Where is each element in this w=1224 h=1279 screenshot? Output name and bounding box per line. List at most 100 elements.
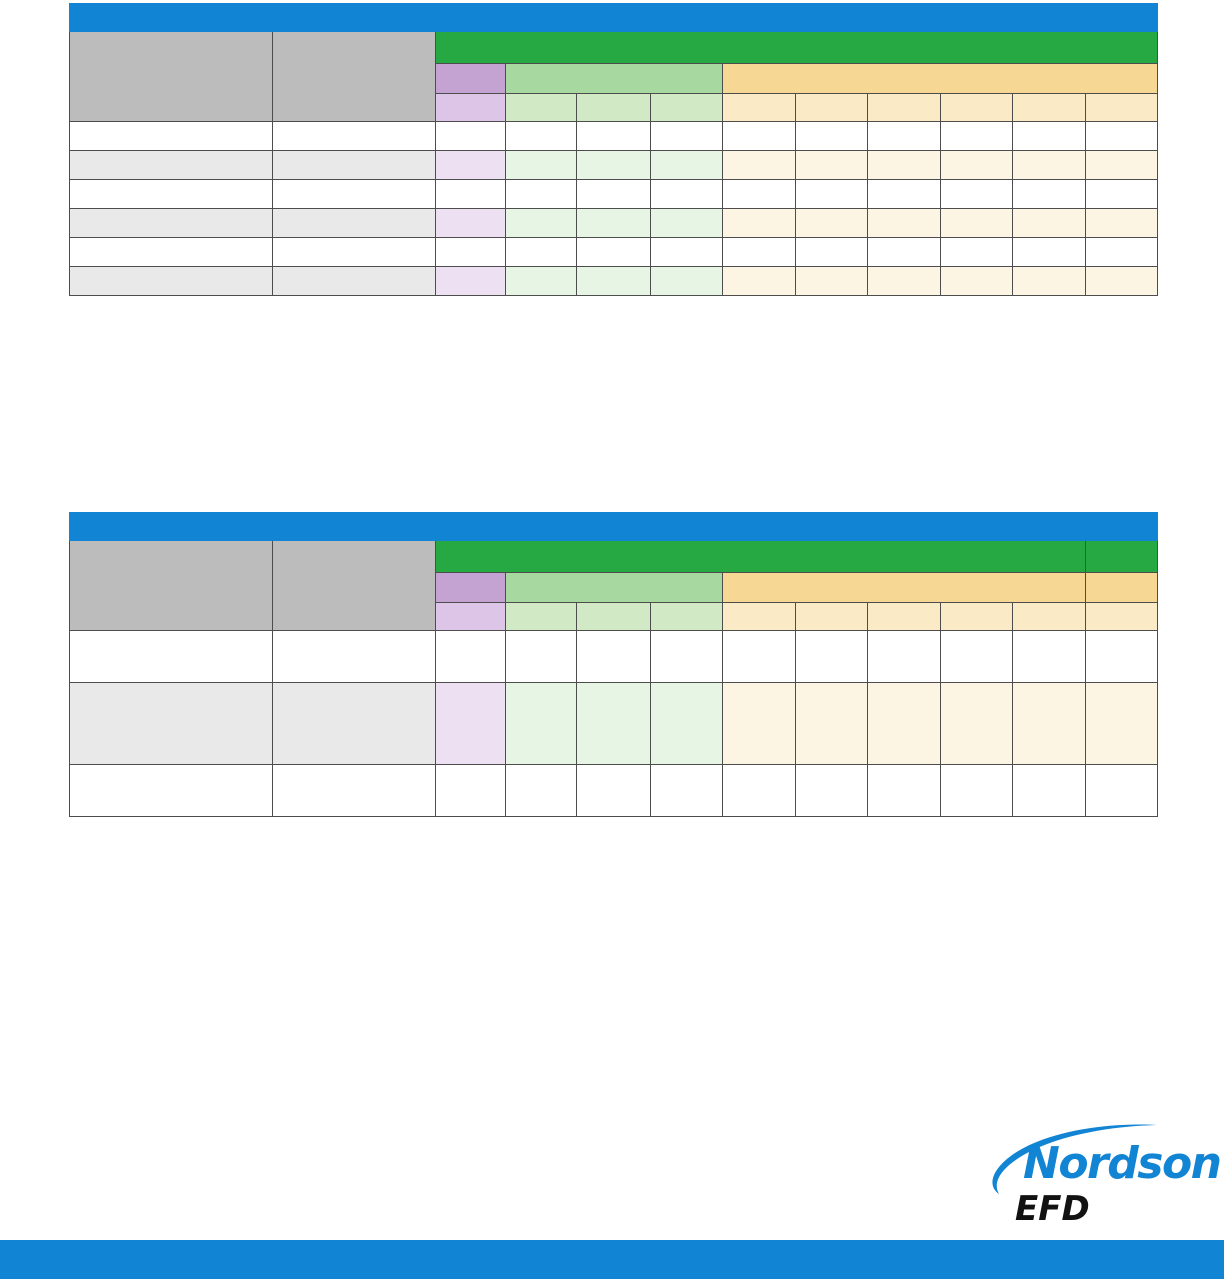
cell-spec-2 <box>505 179 578 209</box>
table-row <box>68 764 1159 817</box>
cell-name <box>68 237 274 267</box>
specification-table-2 <box>68 512 1159 817</box>
cell-spec-9 <box>1011 208 1086 238</box>
cell-name <box>68 179 274 209</box>
table-1-group-header-purple <box>435 63 507 94</box>
table-row <box>68 150 1159 180</box>
cell-spec-8 <box>939 121 1013 151</box>
table-row <box>68 630 1159 683</box>
cell-desc <box>272 630 437 683</box>
table-2-col-header-primary <box>68 540 274 631</box>
cell-spec-5 <box>721 682 796 765</box>
cell-spec-5 <box>721 266 796 296</box>
cell-spec-5 <box>721 237 796 267</box>
cell-spec-1 <box>435 150 507 180</box>
cell-spec-2 <box>505 266 578 296</box>
cell-spec-6 <box>794 266 868 296</box>
cell-spec-4 <box>649 630 723 683</box>
cell-spec-7 <box>866 630 941 683</box>
table-2-group-header-orange-last <box>1084 572 1159 603</box>
table-2-header-row-2 <box>70 572 1159 603</box>
cell-spec-10 <box>1084 150 1159 180</box>
table-2-subheader-2 <box>505 602 578 631</box>
table-2-subheader-5 <box>721 602 796 631</box>
cell-spec-9 <box>1011 179 1086 209</box>
table-2-group-header-green-last <box>1084 540 1159 573</box>
cell-spec-3 <box>576 630 651 683</box>
cell-spec-10 <box>1084 630 1159 683</box>
table-2-title <box>69 512 1158 541</box>
cell-spec-1 <box>435 121 507 151</box>
cell-spec-5 <box>721 208 796 238</box>
cell-spec-1 <box>435 266 507 296</box>
cell-spec-10 <box>1084 179 1159 209</box>
cell-spec-7 <box>866 266 941 296</box>
cell-spec-6 <box>794 237 868 267</box>
cell-spec-7 <box>866 121 941 151</box>
cell-spec-10 <box>1084 764 1159 817</box>
cell-spec-4 <box>649 682 723 765</box>
cell-name <box>68 764 274 817</box>
table-2-group-header-green <box>435 540 1086 573</box>
cell-desc <box>272 682 437 765</box>
cell-spec-3 <box>576 121 651 151</box>
cell-name <box>68 150 274 180</box>
cell-spec-9 <box>1011 266 1086 296</box>
cell-spec-7 <box>866 179 941 209</box>
table-2-col-header-secondary <box>272 540 437 631</box>
cell-spec-9 <box>1011 237 1086 267</box>
table-1-col-header-primary <box>68 31 274 122</box>
table-1-header-row-3 <box>70 93 1159 122</box>
cell-spec-3 <box>576 179 651 209</box>
table-1-subheader-4 <box>649 93 723 122</box>
cell-name <box>68 266 274 296</box>
cell-spec-8 <box>939 237 1013 267</box>
table-2-group-header-lightgreen <box>505 572 723 603</box>
cell-spec-9 <box>1011 682 1086 765</box>
cell-spec-9 <box>1011 630 1086 683</box>
cell-spec-5 <box>721 179 796 209</box>
cell-spec-8 <box>939 208 1013 238</box>
table-2-subheader-8 <box>939 602 1013 631</box>
cell-spec-7 <box>866 764 941 817</box>
table-1-subheader-2 <box>505 93 578 122</box>
cell-desc <box>272 150 437 180</box>
cell-desc <box>272 237 437 267</box>
cell-spec-2 <box>505 121 578 151</box>
cell-spec-7 <box>866 682 941 765</box>
cell-spec-2 <box>505 150 578 180</box>
table-1-title <box>69 3 1158 32</box>
table-2-subheader-7 <box>866 602 941 631</box>
table-2-subheader-10 <box>1084 602 1159 631</box>
cell-name <box>68 121 274 151</box>
cell-spec-6 <box>794 764 868 817</box>
logo-subwordmark: EFD <box>1015 1189 1090 1229</box>
cell-spec-8 <box>939 150 1013 180</box>
cell-spec-7 <box>866 237 941 267</box>
logo-wordmark: Nordson <box>1023 1138 1222 1189</box>
cell-spec-6 <box>794 121 868 151</box>
table-2-subheader-9 <box>1011 602 1086 631</box>
cell-spec-1 <box>435 179 507 209</box>
table-1-subheader-8 <box>939 93 1013 122</box>
cell-spec-8 <box>939 630 1013 683</box>
cell-spec-4 <box>649 266 723 296</box>
cell-spec-6 <box>794 630 868 683</box>
cell-spec-8 <box>939 682 1013 765</box>
cell-spec-10 <box>1084 208 1159 238</box>
cell-spec-5 <box>721 121 796 151</box>
table-2-title-row <box>69 512 1158 541</box>
cell-spec-7 <box>866 150 941 180</box>
cell-spec-10 <box>1084 121 1159 151</box>
table-1-subheader-1 <box>435 93 507 122</box>
cell-spec-5 <box>721 764 796 817</box>
table-row <box>68 121 1159 151</box>
table-row <box>68 266 1159 296</box>
cell-spec-3 <box>576 682 651 765</box>
table-1-subheader-10 <box>1084 93 1159 122</box>
cell-spec-8 <box>939 179 1013 209</box>
cell-name <box>68 630 274 683</box>
table-1-subheader-6 <box>794 93 868 122</box>
specification-table-1 <box>68 3 1159 296</box>
